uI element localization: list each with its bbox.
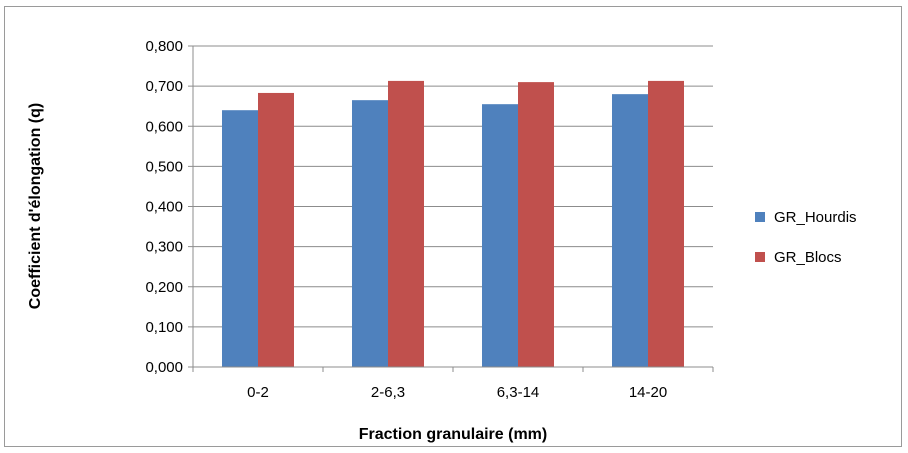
legend-swatch-gr-blocs xyxy=(755,252,765,262)
y-tick-label: 0,200 xyxy=(145,279,183,296)
bars xyxy=(222,80,684,368)
axes xyxy=(188,45,714,372)
legend: GR_Hourdis GR_Blocs xyxy=(755,209,857,266)
legend-label-gr-blocs: GR_Blocs xyxy=(774,249,842,266)
y-tick-label: 0,500 xyxy=(145,158,183,175)
legend-swatch-gr-hourdis xyxy=(755,212,765,222)
x-axis-title: Fraction granulaire (mm) xyxy=(359,426,547,443)
bar-gr-hourdis-0 xyxy=(222,110,258,367)
y-axis-title: Coefficient d'élongation (q) xyxy=(27,103,44,309)
x-tick-label: 2-6,3 xyxy=(371,384,405,401)
y-tick-label: 0,300 xyxy=(145,239,183,256)
x-tick-label: 6,3-14 xyxy=(497,384,540,401)
chart-frame xyxy=(4,6,902,447)
bar-gr-blocs-0 xyxy=(258,92,294,367)
y-tick-label: 0,000 xyxy=(145,359,183,376)
bar-gr-hourdis-2 xyxy=(482,104,518,368)
bar-gr-blocs-2 xyxy=(518,82,554,368)
x-tick-label: 0-2 xyxy=(247,384,269,401)
legend-label-gr-hourdis: GR_Hourdis xyxy=(774,209,857,226)
y-tick-label: 0,700 xyxy=(145,78,183,95)
bar-gr-hourdis-3 xyxy=(612,94,648,368)
bar-gr-hourdis-1 xyxy=(352,100,388,367)
y-tick-label: 0,800 xyxy=(145,38,183,55)
y-tick-label: 0,100 xyxy=(145,319,183,336)
y-tick-label: 0,400 xyxy=(145,199,183,216)
tick-labels: 0,000 0,100 0,200 0,300 0,400 0,500 0,600 0,700… xyxy=(145,38,667,401)
x-tick-label: 14-20 xyxy=(629,384,667,401)
bar-gr-blocs-3 xyxy=(648,80,684,367)
bar-gr-blocs-1 xyxy=(388,80,424,367)
y-tick-label: 0,600 xyxy=(145,118,183,135)
